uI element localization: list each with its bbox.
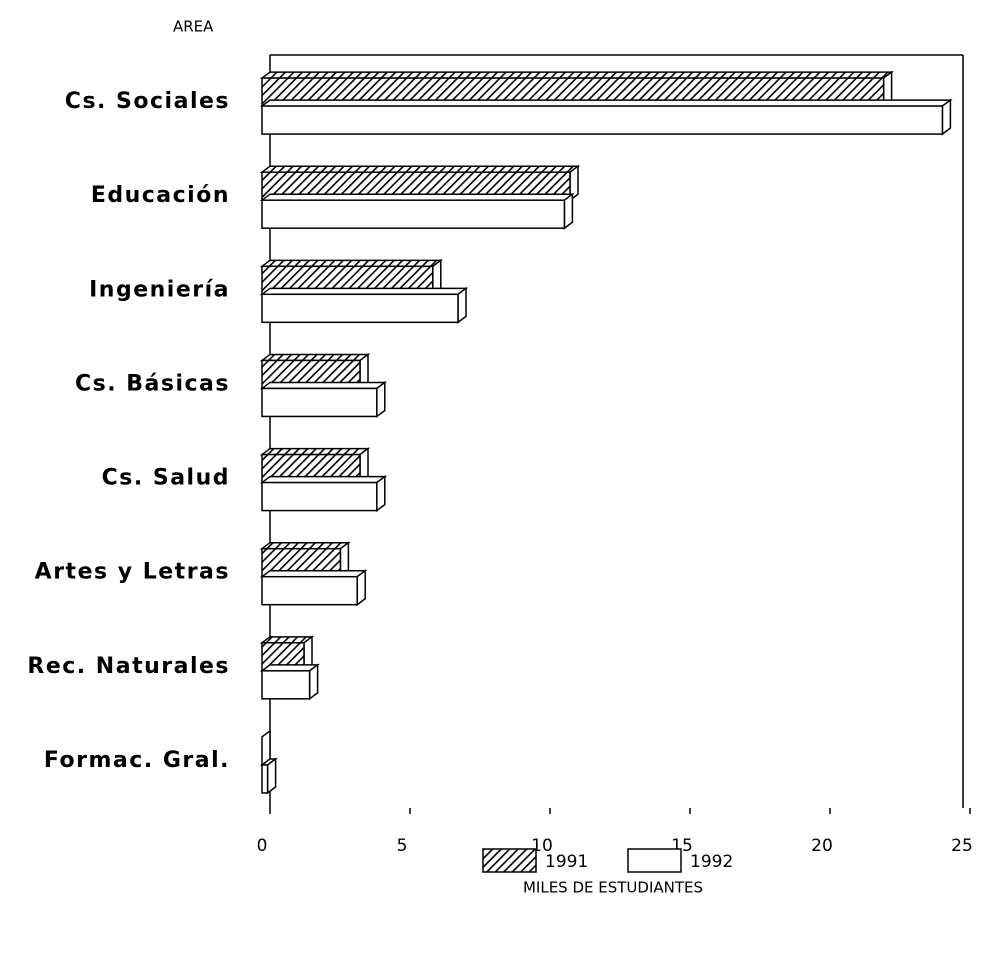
- bar: [261, 199, 566, 229]
- y-tick-label: Cs. Sociales: [65, 89, 230, 114]
- bar: [261, 105, 944, 135]
- legend-swatch: [482, 848, 537, 873]
- bar: [261, 293, 459, 324]
- bar-side: [376, 475, 386, 513]
- bar-top: [259, 99, 953, 107]
- x-tick-label: 5: [397, 836, 408, 856]
- bar: [261, 387, 378, 418]
- bar-side: [308, 663, 319, 701]
- y-tick-label: Educación: [91, 183, 230, 208]
- y-tick-label: Rec. Naturales: [27, 654, 230, 679]
- bar-top: [259, 71, 894, 79]
- y-tick-label: Ingeniería: [89, 277, 230, 302]
- bar-top: [259, 287, 469, 296]
- y-axis-label: AREA: [173, 18, 214, 36]
- x-axis-label: MILES DE ESTUDIANTES: [523, 879, 703, 897]
- bar-side: [376, 380, 386, 418]
- bar-top: [259, 259, 444, 268]
- bar: [261, 670, 311, 700]
- bar-top: [259, 353, 371, 362]
- bar-side: [356, 569, 366, 607]
- bar-top: [259, 541, 351, 550]
- bar-top: [259, 475, 388, 484]
- bar-top: [259, 569, 368, 578]
- bar: [261, 764, 269, 794]
- bar-side: [266, 757, 277, 795]
- x-tick-label: 25: [951, 836, 973, 856]
- bar: [261, 481, 378, 512]
- bar-top: [259, 381, 388, 390]
- bar-side: [457, 286, 467, 324]
- bar-top: [259, 193, 575, 201]
- y-tick-label: Cs. Salud: [102, 466, 230, 491]
- bar-top: [259, 165, 581, 173]
- y-tick-label: Artes y Letras: [35, 560, 230, 585]
- bar-top: [259, 447, 371, 456]
- x-tick-label: 0: [257, 836, 268, 856]
- x-tick-label: 20: [811, 836, 833, 856]
- y-tick-label: Formac. Gral.: [44, 748, 230, 773]
- legend-label: 1992: [690, 852, 733, 872]
- y-tick-label: Cs. Básicas: [75, 371, 230, 396]
- bar-top: [259, 664, 320, 672]
- legend-label: 1991: [545, 852, 588, 872]
- bar-side: [941, 98, 952, 136]
- bar-side: [563, 192, 574, 230]
- bar: [261, 575, 358, 606]
- legend-swatch: [627, 848, 682, 873]
